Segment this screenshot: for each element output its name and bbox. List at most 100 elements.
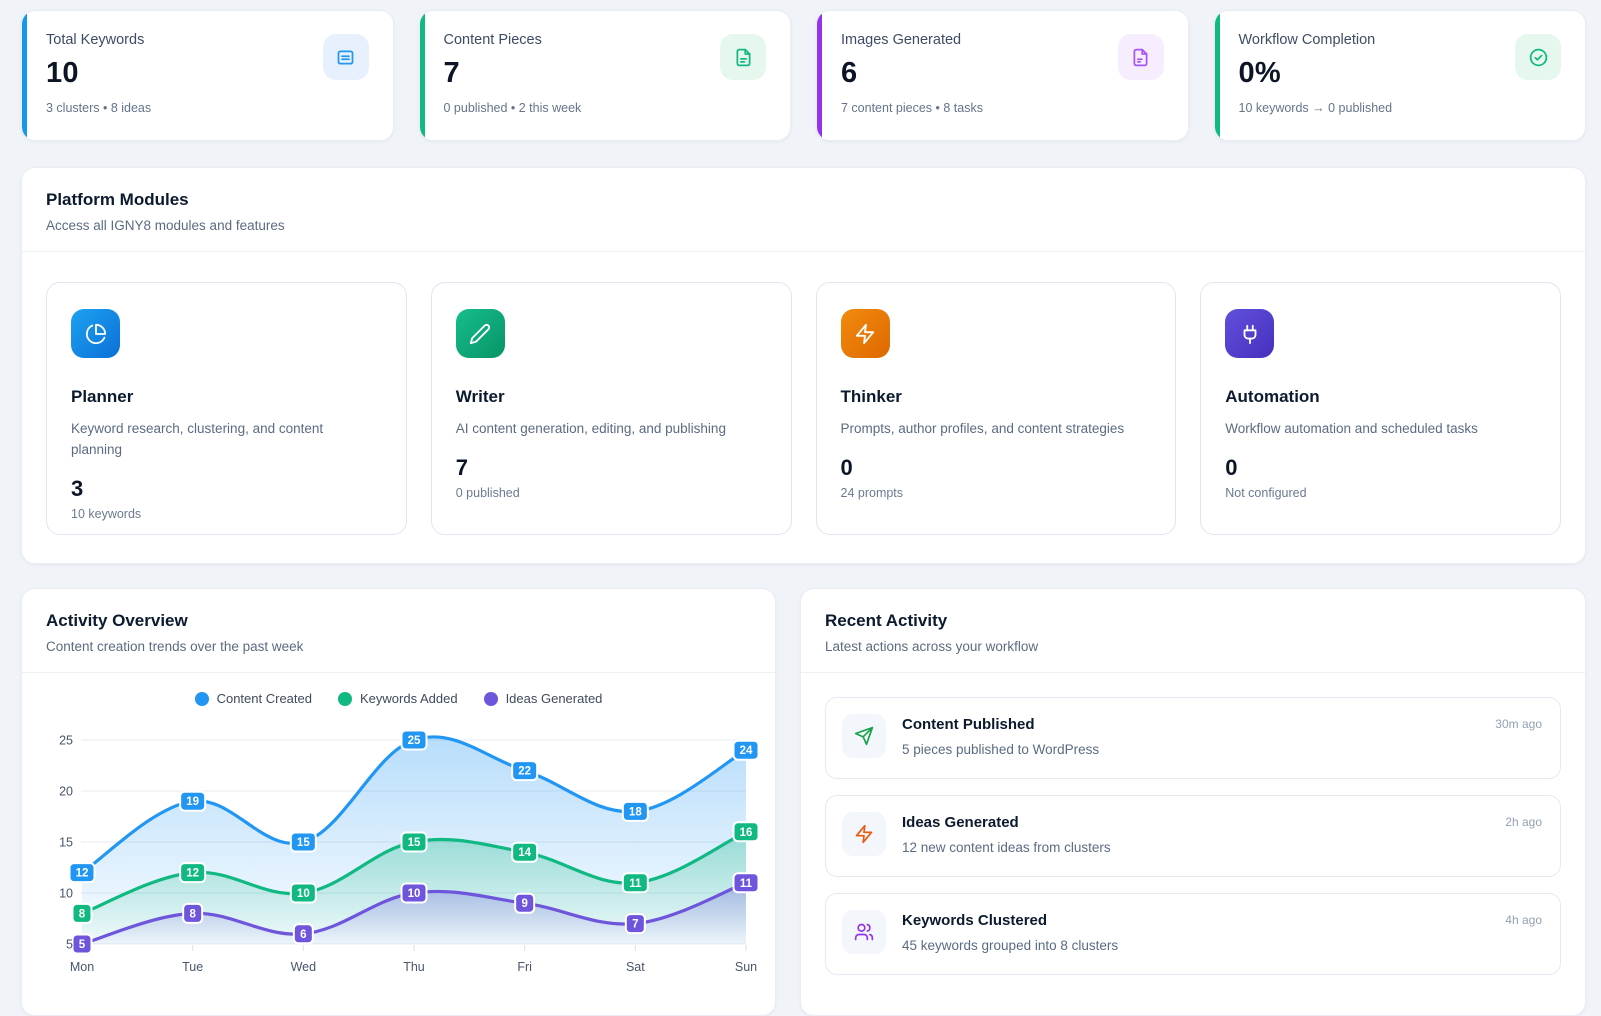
stats-row: Total Keywords 10 3 clusters • 8 ideas C… xyxy=(21,10,1586,141)
legend-item: Keywords Added xyxy=(337,691,458,706)
legend-dot xyxy=(337,691,352,706)
stat-card: Images Generated 6 7 content pieces • 8 … xyxy=(816,10,1189,141)
divider xyxy=(22,672,775,673)
activity-item: Ideas Generated 12 new content ideas fro… xyxy=(825,795,1561,877)
accent-bar xyxy=(419,11,425,140)
list-icon xyxy=(322,34,369,80)
svg-text:11: 11 xyxy=(629,878,642,890)
point-label: 7 xyxy=(624,913,646,935)
chart-legend: Content Created Keywords Added Ideas Gener… xyxy=(22,673,775,710)
stat-card: Total Keywords 10 3 clusters • 8 ideas xyxy=(21,10,394,141)
svg-text:Tue: Tue xyxy=(182,960,203,974)
point-label: 5 xyxy=(71,933,93,955)
point-label: 10 xyxy=(289,882,317,904)
svg-text:19: 19 xyxy=(186,796,199,808)
svg-text:22: 22 xyxy=(518,766,531,778)
stat-subtitle: 10 keywords → 0 published xyxy=(1238,101,1393,115)
svg-text:5: 5 xyxy=(79,939,86,951)
stat-title: Content Pieces xyxy=(443,32,542,48)
module-description: AI content generation, editing, and publ… xyxy=(455,421,726,436)
svg-text:20: 20 xyxy=(59,785,73,799)
area-2 xyxy=(82,882,746,944)
point-label: 11 xyxy=(621,872,649,894)
svg-text:15: 15 xyxy=(408,837,421,849)
module-card[interactable]: Thinker Prompts, author profiles, and co… xyxy=(815,282,1177,535)
svg-text:9: 9 xyxy=(521,898,527,910)
module-description: Keyword research, clustering, and conten… xyxy=(71,421,324,457)
svg-text:8: 8 xyxy=(79,908,86,920)
point-label: 12 xyxy=(179,862,207,884)
point-label: 15 xyxy=(400,831,428,853)
activity-chart: 12 19 15 25 22 18 24 8 12 10 15 14 11 16 5 8 6 10 9 7 11 5 10 1… xyxy=(22,710,775,987)
point-label: 8 xyxy=(71,902,93,924)
send-icon xyxy=(842,714,886,758)
module-stat-value: 7 xyxy=(455,454,468,480)
point-label: 15 xyxy=(289,831,317,853)
modules-grid: Planner Keyword research, clustering, an… xyxy=(46,282,1561,535)
zap-icon xyxy=(840,309,890,358)
svg-text:7: 7 xyxy=(632,919,638,931)
svg-text:10: 10 xyxy=(408,888,421,900)
module-card[interactable]: Planner Keyword research, clustering, an… xyxy=(46,282,407,535)
svg-text:8: 8 xyxy=(189,908,196,920)
svg-text:Thu: Thu xyxy=(403,960,425,974)
activity-item-title: Ideas Generated xyxy=(902,814,1019,831)
svg-text:14: 14 xyxy=(518,847,531,859)
stat-value: 7 xyxy=(443,57,460,89)
file-image-icon xyxy=(1117,34,1164,80)
svg-text:10: 10 xyxy=(297,888,310,900)
stat-card: Workflow Completion 0% 10 keywords → 0 p… xyxy=(1213,10,1586,141)
activity-item-timestamp: 4h ago xyxy=(1505,913,1542,927)
activity-item-title: Keywords Clustered xyxy=(902,912,1048,929)
activity-item-description: 45 keywords grouped into 8 clusters xyxy=(902,938,1119,953)
accent-bar xyxy=(817,11,822,140)
platform-modules-header: Platform Modules Access all IGNY8 module… xyxy=(22,168,1585,251)
stat-subtitle: 3 clusters • 8 ideas xyxy=(46,101,152,115)
accent-bar xyxy=(1214,11,1220,140)
point-label: 16 xyxy=(732,821,760,843)
stat-card: Content Pieces 7 0 published • 2 this we… xyxy=(418,10,791,141)
module-description: Workflow automation and scheduled tasks xyxy=(1225,421,1478,436)
svg-text:Wed: Wed xyxy=(291,960,317,974)
legend-item: Content Created xyxy=(194,691,312,706)
section-title: Platform Modules xyxy=(46,190,189,209)
section-title: Activity Overview xyxy=(46,611,188,630)
svg-text:16: 16 xyxy=(740,827,753,839)
module-card[interactable]: Writer AI content generation, editing, a… xyxy=(430,282,792,535)
section-subtitle: Access all IGNY8 modules and features xyxy=(46,218,285,233)
legend-dot xyxy=(194,691,209,706)
point-label: 19 xyxy=(179,790,207,812)
activity-item-description: 5 pieces published to WordPress xyxy=(902,742,1100,757)
svg-text:12: 12 xyxy=(186,868,199,880)
svg-text:15: 15 xyxy=(59,836,73,850)
stat-value: 0% xyxy=(1238,57,1282,89)
stat-value: 6 xyxy=(841,57,858,89)
svg-text:Sun: Sun xyxy=(735,960,757,974)
point-label: 9 xyxy=(514,892,536,914)
svg-text:18: 18 xyxy=(629,806,642,818)
point-label: 8 xyxy=(182,902,204,924)
legend-dot xyxy=(483,691,498,706)
divider xyxy=(801,672,1585,673)
activity-item: Content Published 5 pieces published to … xyxy=(825,697,1561,779)
svg-text:11: 11 xyxy=(740,878,753,890)
svg-text:15: 15 xyxy=(297,837,310,849)
module-description: Prompts, author profiles, and content st… xyxy=(840,421,1125,436)
pie-chart-icon xyxy=(71,309,120,358)
activity-item: Keywords Clustered 45 keywords grouped i… xyxy=(825,893,1561,975)
check-circle-icon xyxy=(1515,34,1561,80)
module-card[interactable]: Automation Workflow automation and sched… xyxy=(1200,282,1561,535)
activity-chart-svg: 1219152522182481210151411165861097115101… xyxy=(59,729,760,974)
activity-overview-header: Activity Overview Content creation trend… xyxy=(22,589,775,672)
stat-title: Total Keywords xyxy=(46,32,145,48)
svg-text:10: 10 xyxy=(59,887,73,901)
legend-item: Ideas Generated xyxy=(483,691,602,706)
svg-text:12: 12 xyxy=(76,868,89,880)
stat-subtitle: 0 published • 2 this week xyxy=(443,101,582,115)
module-stat-label: Not configured xyxy=(1225,485,1307,500)
recent-activity-header: Recent Activity Latest actions across yo… xyxy=(801,589,1585,672)
accent-bar xyxy=(22,11,27,140)
module-stat-label: 24 prompts xyxy=(840,485,904,500)
platform-modules-panel: Platform Modules Access all IGNY8 module… xyxy=(21,167,1586,564)
